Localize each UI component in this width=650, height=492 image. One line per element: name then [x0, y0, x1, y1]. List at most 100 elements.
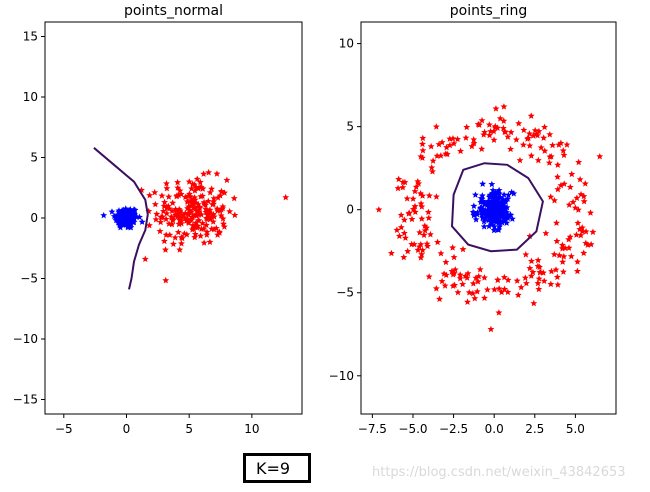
scatter-point-red — [214, 194, 222, 201]
scatter-point-red — [161, 198, 169, 206]
scatter-point-red — [231, 211, 239, 219]
scatter-point-red — [405, 210, 413, 217]
scatter-point-blue — [117, 216, 124, 224]
scatter-point-red — [174, 184, 182, 191]
scatter-point-red — [199, 219, 206, 227]
scatter-point-blue — [495, 226, 503, 233]
scatter-point-blue — [480, 223, 488, 230]
scatter-point-red — [162, 276, 170, 284]
scatter-point-red — [561, 244, 569, 252]
scatter-point-red — [434, 238, 442, 246]
scatter-point-blue — [489, 217, 497, 224]
scatter-point-red — [456, 271, 464, 278]
scatter-point-red — [516, 156, 524, 164]
scatter-point-red — [507, 145, 515, 153]
watermark-text: https://blog.csdn.net/weixin_43842653 — [372, 465, 626, 480]
scatter-point-red — [442, 258, 450, 266]
scatter-point-red — [194, 200, 202, 208]
scatter-point-red — [156, 227, 164, 235]
scatter-point-red — [546, 130, 554, 138]
scatter-point-blue — [116, 220, 124, 228]
scatter-point-red — [208, 225, 216, 232]
scatter-point-blue — [479, 180, 487, 187]
scatter-point-red — [163, 209, 171, 217]
scatter-point-red — [418, 203, 426, 210]
k-value-label: K=9 — [256, 459, 291, 478]
scatter-point-red — [551, 196, 558, 204]
scatter-point-blue — [486, 198, 493, 206]
scatter-point-red — [174, 178, 182, 186]
scatter-point-red — [542, 229, 550, 237]
scatter-point-red — [573, 194, 581, 202]
scatter-point-red — [421, 222, 429, 229]
scatter-point-red — [446, 141, 454, 149]
scatter-point-red — [191, 230, 199, 238]
scatter-point-red — [500, 273, 508, 281]
scatter-point-red — [174, 228, 182, 236]
scatter-point-red — [449, 244, 457, 251]
scatter-point-blue — [472, 191, 479, 198]
scatter-point-red — [394, 184, 402, 192]
scatter-point-red — [485, 121, 493, 128]
scatter-point-red — [157, 213, 165, 221]
scatter-point-red — [397, 211, 405, 219]
scatter-point-red — [163, 180, 170, 187]
scatter-point-red — [478, 145, 486, 152]
scatter-point-red — [534, 156, 542, 164]
scatter-point-blue — [500, 191, 508, 198]
scatter-point-red — [496, 115, 504, 122]
scatter-point-red — [454, 135, 461, 143]
axes-frame — [360, 21, 617, 415]
scatter-point-red — [459, 245, 467, 253]
scatter-point-red — [494, 276, 502, 283]
scatter-point-red — [491, 124, 499, 131]
scatter-point-red — [223, 176, 231, 184]
scatter-point-red — [504, 276, 512, 283]
scatter-point-red — [400, 216, 408, 223]
scatter-point-blue — [485, 216, 492, 224]
scatter-point-red — [221, 189, 228, 196]
scatter-point-red — [176, 246, 184, 253]
scatter-point-red — [172, 205, 180, 213]
x-tick-label: 5 — [185, 422, 193, 436]
scatter-point-blue — [500, 197, 508, 204]
scatter-point-red — [550, 250, 558, 258]
scatter-point-red — [571, 204, 579, 211]
scatter-point-blue — [488, 180, 496, 188]
scatter-point-red — [554, 161, 562, 168]
scatter-point-red — [419, 134, 427, 142]
scatter-point-red — [491, 286, 498, 293]
x-tick-label: 5.0 — [566, 422, 585, 436]
scatter-point-red — [527, 152, 535, 159]
scatter-point-red — [487, 325, 495, 333]
scatter-point-blue — [130, 215, 138, 222]
scatter-point-red — [575, 158, 583, 166]
scatter-point-red — [198, 225, 205, 232]
scatter-point-red — [220, 223, 228, 230]
scatter-point-red — [470, 139, 478, 147]
scatter-point-red — [559, 241, 566, 249]
scatter-point-red — [169, 240, 177, 248]
scatter-point-red — [530, 299, 538, 307]
scatter-point-red — [203, 231, 211, 238]
scatter-point-red — [540, 134, 548, 141]
scatter-point-red — [216, 192, 224, 199]
y-tick-label: 5 — [30, 151, 38, 165]
x-tick-label: −7.5 — [358, 422, 387, 436]
scatter-point-red — [400, 229, 408, 237]
scatter-point-red — [580, 192, 588, 200]
scatter-point-blue — [497, 218, 505, 225]
scatter-point-red — [404, 247, 412, 255]
scatter-point-red — [459, 280, 467, 288]
scatter-point-blue — [508, 188, 516, 196]
y-tick-label: −5 — [20, 271, 38, 285]
scatter-point-red — [209, 218, 217, 225]
scatter-point-red — [501, 285, 508, 293]
scatter-point-red — [190, 225, 198, 232]
scatter-point-blue — [478, 208, 486, 215]
scatter-point-red — [450, 253, 458, 261]
scatter-point-red — [200, 239, 208, 246]
scatter-point-red — [158, 192, 166, 199]
scatter-point-red — [433, 193, 440, 200]
y-tick-label: 10 — [339, 37, 354, 51]
